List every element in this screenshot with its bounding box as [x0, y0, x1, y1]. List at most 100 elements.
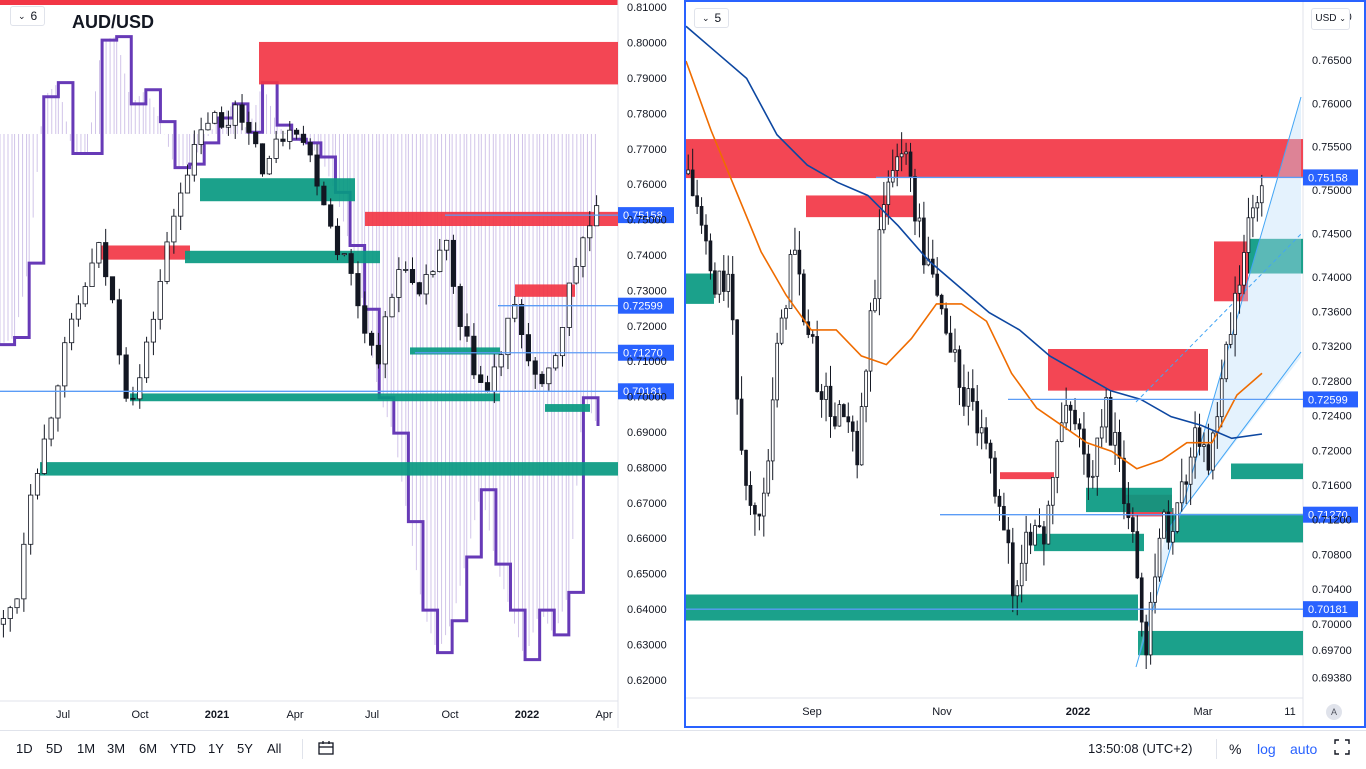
range-all[interactable]: All	[267, 741, 282, 756]
left-chart-canvas[interactable]: 0.75158 0.72599 0.71270 0.70181 0.81000 0.800…	[0, 0, 680, 728]
candle-body	[1171, 531, 1175, 543]
price-axis-tick: 0.64000	[627, 604, 667, 616]
divider	[1216, 739, 1217, 759]
left-chart-pane[interactable]: 0.75158 0.72599 0.71270 0.70181 0.81000 0.800…	[0, 0, 680, 728]
chevron-down-icon: ⌄	[1339, 14, 1346, 23]
candle-body	[0, 618, 6, 625]
candle-body	[478, 374, 484, 383]
price-axis-tick: 0.78000	[627, 108, 667, 120]
candle-body	[953, 349, 957, 353]
range-3m[interactable]: 3M	[107, 741, 126, 756]
date-range-icon[interactable]	[317, 739, 335, 760]
candle-body	[137, 377, 143, 400]
price-level-label	[1303, 169, 1358, 186]
candle-body	[103, 242, 109, 278]
price-axis-tick: 0.73600	[1312, 306, 1352, 318]
candle-body	[450, 239, 456, 287]
candle-body	[713, 270, 717, 295]
candle-body	[184, 174, 191, 194]
range-ytd[interactable]: YTD	[170, 741, 196, 756]
candle-body	[294, 129, 300, 135]
price-axis-tick: 0.80000	[627, 38, 667, 50]
range-1d[interactable]: 1D	[16, 741, 33, 756]
right-chart-canvas[interactable]: 0.751580.725990.712700.701810.770000.765…	[686, 2, 1364, 726]
candle-body	[739, 398, 744, 451]
auto-scale-button[interactable]: A	[1326, 704, 1342, 720]
right-pane-badge[interactable]: ⌄ 5	[694, 8, 730, 28]
candle-body	[328, 204, 334, 227]
candle-body	[1010, 542, 1015, 597]
fullscreen-icon[interactable]	[1334, 739, 1350, 758]
candle-body	[908, 151, 913, 177]
time-axis-tick: Oct	[131, 709, 148, 721]
price-level-label-text: 0.72599	[623, 301, 663, 313]
moving-average-navy	[686, 25, 1263, 440]
candle-body	[219, 112, 225, 128]
candle-body	[423, 274, 429, 295]
candle-body	[962, 387, 966, 407]
percent-toggle[interactable]: %	[1229, 741, 1242, 757]
candle-body	[253, 132, 259, 145]
candle-body	[1197, 427, 1202, 447]
candle-body	[82, 286, 88, 305]
candle-body	[810, 334, 815, 337]
zone-demand	[185, 250, 380, 264]
range-1y[interactable]: 1Y	[208, 741, 224, 756]
candle-body	[1108, 397, 1113, 446]
candle-body	[744, 449, 748, 486]
candle-body	[246, 121, 252, 133]
time-axis-tick: 11	[1284, 706, 1295, 718]
candle-body	[109, 276, 116, 301]
candle-body	[917, 217, 922, 222]
candle-body	[1246, 217, 1251, 253]
candle-body	[690, 169, 695, 197]
candle-body	[546, 367, 552, 385]
candle-body	[944, 308, 948, 334]
candle-body	[232, 104, 238, 126]
zone-supply	[259, 41, 618, 85]
candle-body	[1157, 537, 1162, 578]
candle-body	[1095, 437, 1100, 477]
candle-body	[877, 229, 882, 300]
candle-body	[935, 273, 940, 296]
candle-body	[212, 112, 218, 124]
candle-body	[28, 494, 34, 545]
candle-body	[757, 513, 762, 517]
candle-body	[788, 254, 793, 309]
range-5d[interactable]: 5D	[46, 741, 63, 756]
candle-body	[62, 342, 68, 387]
zone-supply	[1048, 349, 1208, 391]
candle-body	[882, 204, 886, 231]
time-axis-tick: Sep	[802, 706, 822, 718]
candle-body	[157, 281, 163, 320]
zone-supply	[806, 195, 914, 218]
right-pane-count: 5	[714, 11, 722, 25]
range-1m[interactable]: 1M	[77, 741, 96, 756]
candle-body	[505, 317, 511, 356]
left-pane-badge[interactable]: ⌄ 6	[10, 6, 46, 26]
candle-body	[198, 129, 204, 145]
clock[interactable]: 13:50:08 (UTC+2)	[1088, 741, 1193, 756]
log-toggle[interactable]: log	[1257, 741, 1276, 757]
candle-body	[819, 391, 824, 400]
candle-body	[239, 104, 245, 123]
price-axis-tick: 0.74000	[1312, 272, 1352, 284]
right-chart-pane[interactable]: 0.751580.725990.712700.701810.770000.765…	[684, 0, 1366, 728]
candle-body	[355, 273, 361, 307]
auto-toggle[interactable]: auto	[1290, 741, 1318, 757]
candle-body	[484, 382, 491, 392]
candle-body	[1206, 444, 1211, 471]
range-5y[interactable]: 5Y	[237, 741, 253, 756]
range-6m[interactable]: 6M	[139, 741, 158, 756]
price-axis-tick: 0.75000	[1312, 185, 1352, 197]
candle-body	[273, 138, 279, 159]
candle-body	[348, 253, 354, 274]
price-axis-tick: 0.68000	[627, 462, 667, 474]
currency-select[interactable]: USD ⌄	[1311, 8, 1350, 30]
price-level-label	[1303, 601, 1358, 618]
candle-body	[1099, 426, 1104, 439]
candle-body	[864, 370, 868, 408]
zone-demand	[545, 404, 590, 412]
price-axis-tick: 0.67000	[627, 498, 667, 510]
candle-body	[873, 298, 877, 312]
